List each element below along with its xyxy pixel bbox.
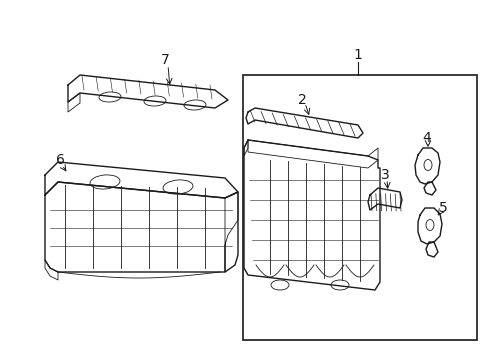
Text: 1: 1 (353, 48, 362, 62)
Text: 2: 2 (297, 93, 306, 107)
Text: 5: 5 (438, 201, 447, 215)
Text: 6: 6 (56, 153, 64, 167)
Text: 4: 4 (422, 131, 430, 145)
Text: 7: 7 (160, 53, 169, 67)
Bar (243, 75, 476, 340)
Text: 3: 3 (380, 168, 388, 182)
